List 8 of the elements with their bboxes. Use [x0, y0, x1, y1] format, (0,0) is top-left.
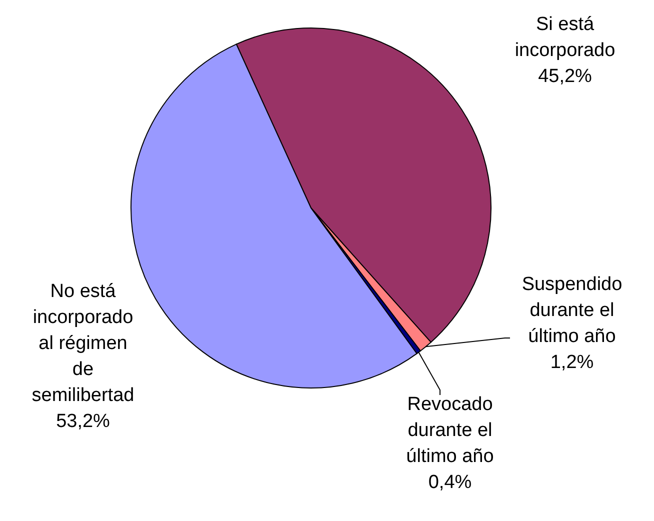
- slice-label: Si está incorporado: [514, 14, 616, 61]
- data-label: 0,4%: [428, 472, 472, 493]
- data-label: 1,2%: [550, 352, 594, 373]
- data-label: 53,2%: [56, 411, 110, 432]
- slice-label: No está incorporado al régimen de semilibertad: [32, 281, 134, 406]
- data-label: 45,2%: [538, 66, 592, 87]
- slice-label: Revocado durante el último año: [406, 394, 494, 467]
- slice-label: Suspendido durante el último año: [522, 274, 622, 347]
